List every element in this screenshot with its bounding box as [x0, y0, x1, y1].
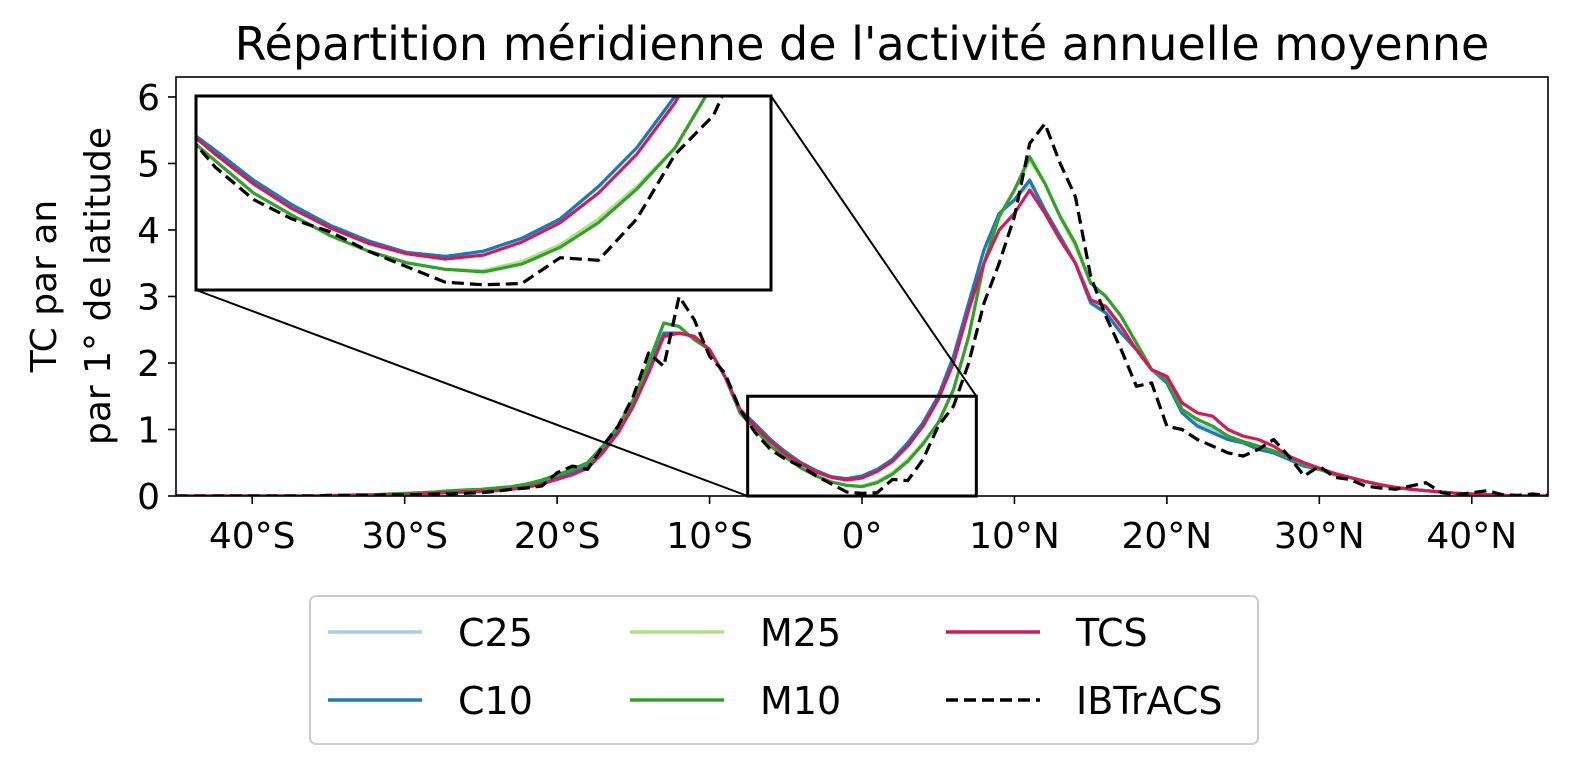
inset-background [196, 96, 771, 290]
inset-frame [194, 94, 773, 292]
y-axis-label: TC par an par 1° de latitude [24, 127, 119, 445]
inset-series-line-c10 [196, 96, 677, 258]
y-tick-label: 1 [137, 410, 160, 451]
x-tick-label: 0° [842, 516, 883, 557]
y-tick-label: 0 [137, 477, 160, 518]
y-tick-label: 4 [137, 211, 160, 252]
y-tick-label: 5 [137, 144, 160, 185]
inset-series-line-m10 [196, 96, 708, 274]
legend: C25 C10 M25 M10 TCS IBTrACS [309, 595, 1259, 745]
x-axis-ticks: 40°S 30°S 20°S 10°S 0° 10°N 20°N 30°N 40°N [209, 496, 1517, 557]
y-axis-label-line-2: par 1° de latitude [78, 127, 119, 445]
legend-label-tcs: TCS [1075, 611, 1148, 655]
x-tick-label: 20°S [514, 516, 601, 557]
y-tick-label: 6 [137, 78, 160, 119]
x-tick-label: 30°S [361, 516, 448, 557]
zoom-connector-line [195, 289, 749, 497]
main-plot-lines [176, 121, 1548, 496]
x-tick-label: 10°S [666, 516, 753, 557]
inset-plot-lines [196, 96, 725, 287]
x-tick-label: 40°N [1426, 516, 1517, 557]
x-tick-label: 40°S [209, 516, 296, 557]
y-axis-label-line-1: TC par an [24, 200, 65, 374]
y-tick-label: 3 [137, 277, 160, 318]
legend-label-c10: C10 [458, 679, 533, 723]
inset-series-line-tcs [196, 96, 681, 261]
x-tick-label: 10°N [969, 516, 1060, 557]
y-tick-label: 2 [137, 344, 160, 385]
x-tick-label: 30°N [1274, 516, 1365, 557]
zoom-connector-line [770, 95, 978, 397]
series-line-ibtracs [176, 121, 1548, 496]
series-line-tcs [176, 188, 1548, 496]
y-axis-ticks: 0 1 2 3 4 5 6 [137, 78, 176, 518]
legend-label-ibtracs: IBTrACS [1076, 679, 1223, 723]
x-tick-label: 20°N [1122, 516, 1213, 557]
legend-label-m25: M25 [760, 611, 841, 655]
legend-label-c25: C25 [458, 611, 533, 655]
chart-title: Répartition méridienne de l'activité ann… [235, 17, 1490, 71]
legend-label-m10: M10 [760, 679, 841, 723]
